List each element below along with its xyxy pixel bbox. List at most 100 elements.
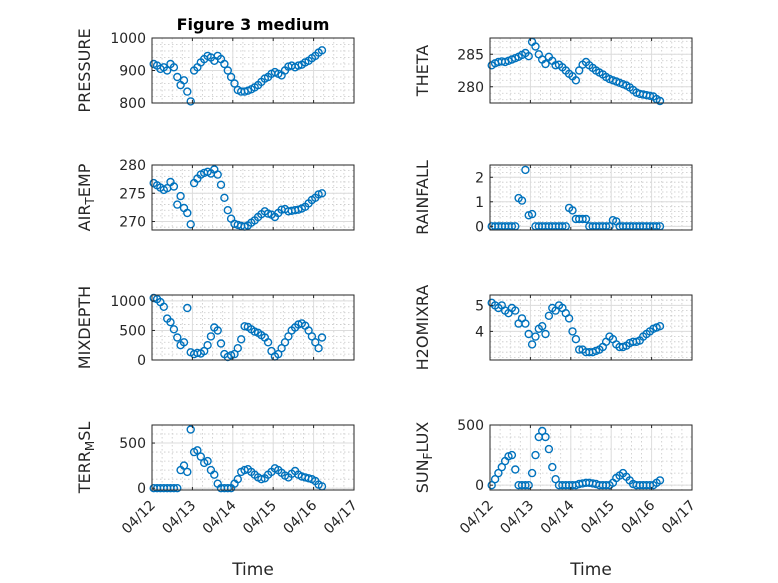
- y-tick-label: 2: [475, 170, 484, 186]
- data-point: [527, 468, 537, 478]
- data-point: [179, 461, 189, 470]
- data-point: [223, 66, 233, 75]
- data-point: [655, 476, 665, 485]
- data-point: [544, 311, 554, 320]
- y-tick-label: 1000: [110, 294, 146, 310]
- data-point: [524, 52, 533, 61]
- axes-box: [151, 294, 355, 361]
- data-point: [541, 432, 550, 442]
- data-point: [544, 444, 554, 454]
- data-point: [173, 72, 182, 82]
- data-point: [186, 97, 195, 106]
- data-point: [223, 484, 233, 493]
- data-point: [548, 462, 557, 472]
- data-point: [521, 319, 530, 328]
- data-point: [210, 470, 219, 479]
- data-point: [173, 200, 182, 209]
- data-point: [531, 332, 540, 341]
- y-axis-label: TERRMSL: [75, 422, 97, 495]
- figure-title: Figure 3 medium: [177, 15, 330, 34]
- data-point: [494, 468, 503, 478]
- data-point: [166, 318, 175, 327]
- axes-box: [489, 164, 693, 231]
- data-point: [196, 452, 206, 461]
- data-point: [203, 341, 212, 350]
- data-point: [233, 344, 243, 353]
- x-tick-label: 04/16: [619, 497, 659, 537]
- data-point: [216, 180, 226, 190]
- data-point: [240, 322, 249, 331]
- data-point: [655, 96, 665, 106]
- x-tick-label: 04/16: [281, 497, 321, 537]
- data-point: [531, 42, 540, 51]
- x-tick-label: 04/17: [321, 498, 361, 538]
- data-point: [183, 87, 192, 96]
- data-point: [183, 467, 192, 477]
- data-point: [571, 76, 581, 85]
- y-axis-label: MIXDEPTH: [75, 286, 94, 369]
- data-point: [220, 59, 229, 69]
- data-point: [294, 61, 303, 70]
- data-point: [186, 425, 195, 434]
- data-point: [169, 63, 179, 72]
- data-point: [517, 196, 527, 205]
- data-point: [226, 72, 236, 82]
- data-point: [538, 322, 547, 331]
- axes-box: [489, 294, 693, 361]
- y-tick-label: 1000: [110, 31, 146, 47]
- data-point: [527, 209, 537, 219]
- data-point: [568, 206, 577, 215]
- data-point: [220, 193, 229, 203]
- data-point: [317, 46, 327, 55]
- x-tick-label: 04/17: [659, 498, 699, 538]
- data-point: [314, 344, 323, 353]
- y-tick-label: 500: [119, 436, 146, 452]
- data-point: [531, 450, 540, 460]
- y-tick-label: 280: [457, 80, 484, 96]
- data-point: [169, 182, 179, 191]
- y-axis-label: AIRTEMP: [75, 163, 97, 231]
- data-point: [173, 484, 182, 493]
- data-point: [524, 481, 533, 490]
- x-tick-label: 04/13: [497, 498, 537, 538]
- subplot-mixdepth: 0 500 1000 MIXDEPTH: [75, 286, 355, 369]
- x-tick-label: 04/13: [159, 498, 199, 538]
- data-point: [511, 465, 520, 474]
- x-tick-label: 04/14: [200, 497, 240, 537]
- y-axis-label: THETA: [413, 45, 432, 97]
- data-point: [575, 345, 584, 354]
- y-tick-label: 0: [137, 353, 146, 369]
- data-point: [541, 59, 550, 69]
- y-tick-label: 800: [119, 96, 146, 112]
- data-point: [173, 333, 182, 342]
- y-tick-label: 4: [475, 324, 484, 340]
- x-tick-label: 04/12: [457, 498, 497, 538]
- y-tick-label: 0: [137, 481, 146, 497]
- x-tick-label: 04/14: [538, 497, 578, 537]
- data-point: [317, 189, 327, 198]
- axes-box: [151, 164, 355, 231]
- data-point: [186, 220, 195, 229]
- y-tick-label: 500: [119, 323, 146, 339]
- data-point: [317, 333, 327, 342]
- y-tick-label: 0: [475, 219, 484, 235]
- data-point: [527, 340, 537, 349]
- data-point: [511, 306, 520, 315]
- y-axis-label: PRESSURE: [75, 28, 94, 112]
- data-point: [257, 475, 266, 484]
- data-point: [169, 325, 179, 334]
- subplot-rainfall: 0 1 2 RAINFALL: [413, 160, 693, 235]
- data-point: [568, 327, 577, 336]
- data-point: [179, 338, 189, 347]
- data-point: [236, 335, 246, 344]
- data-point: [564, 314, 574, 323]
- axes-box: [151, 424, 355, 491]
- x-tick-label: 04/15: [578, 498, 618, 538]
- data-point: [524, 329, 533, 339]
- x-tick-label: 04/15: [240, 498, 280, 538]
- subplot-h2omixra: 4 5 H2OMIXRA: [413, 285, 693, 370]
- data-point: [487, 481, 496, 490]
- x-tick-label: 04/12: [119, 498, 159, 538]
- data-point: [263, 338, 273, 347]
